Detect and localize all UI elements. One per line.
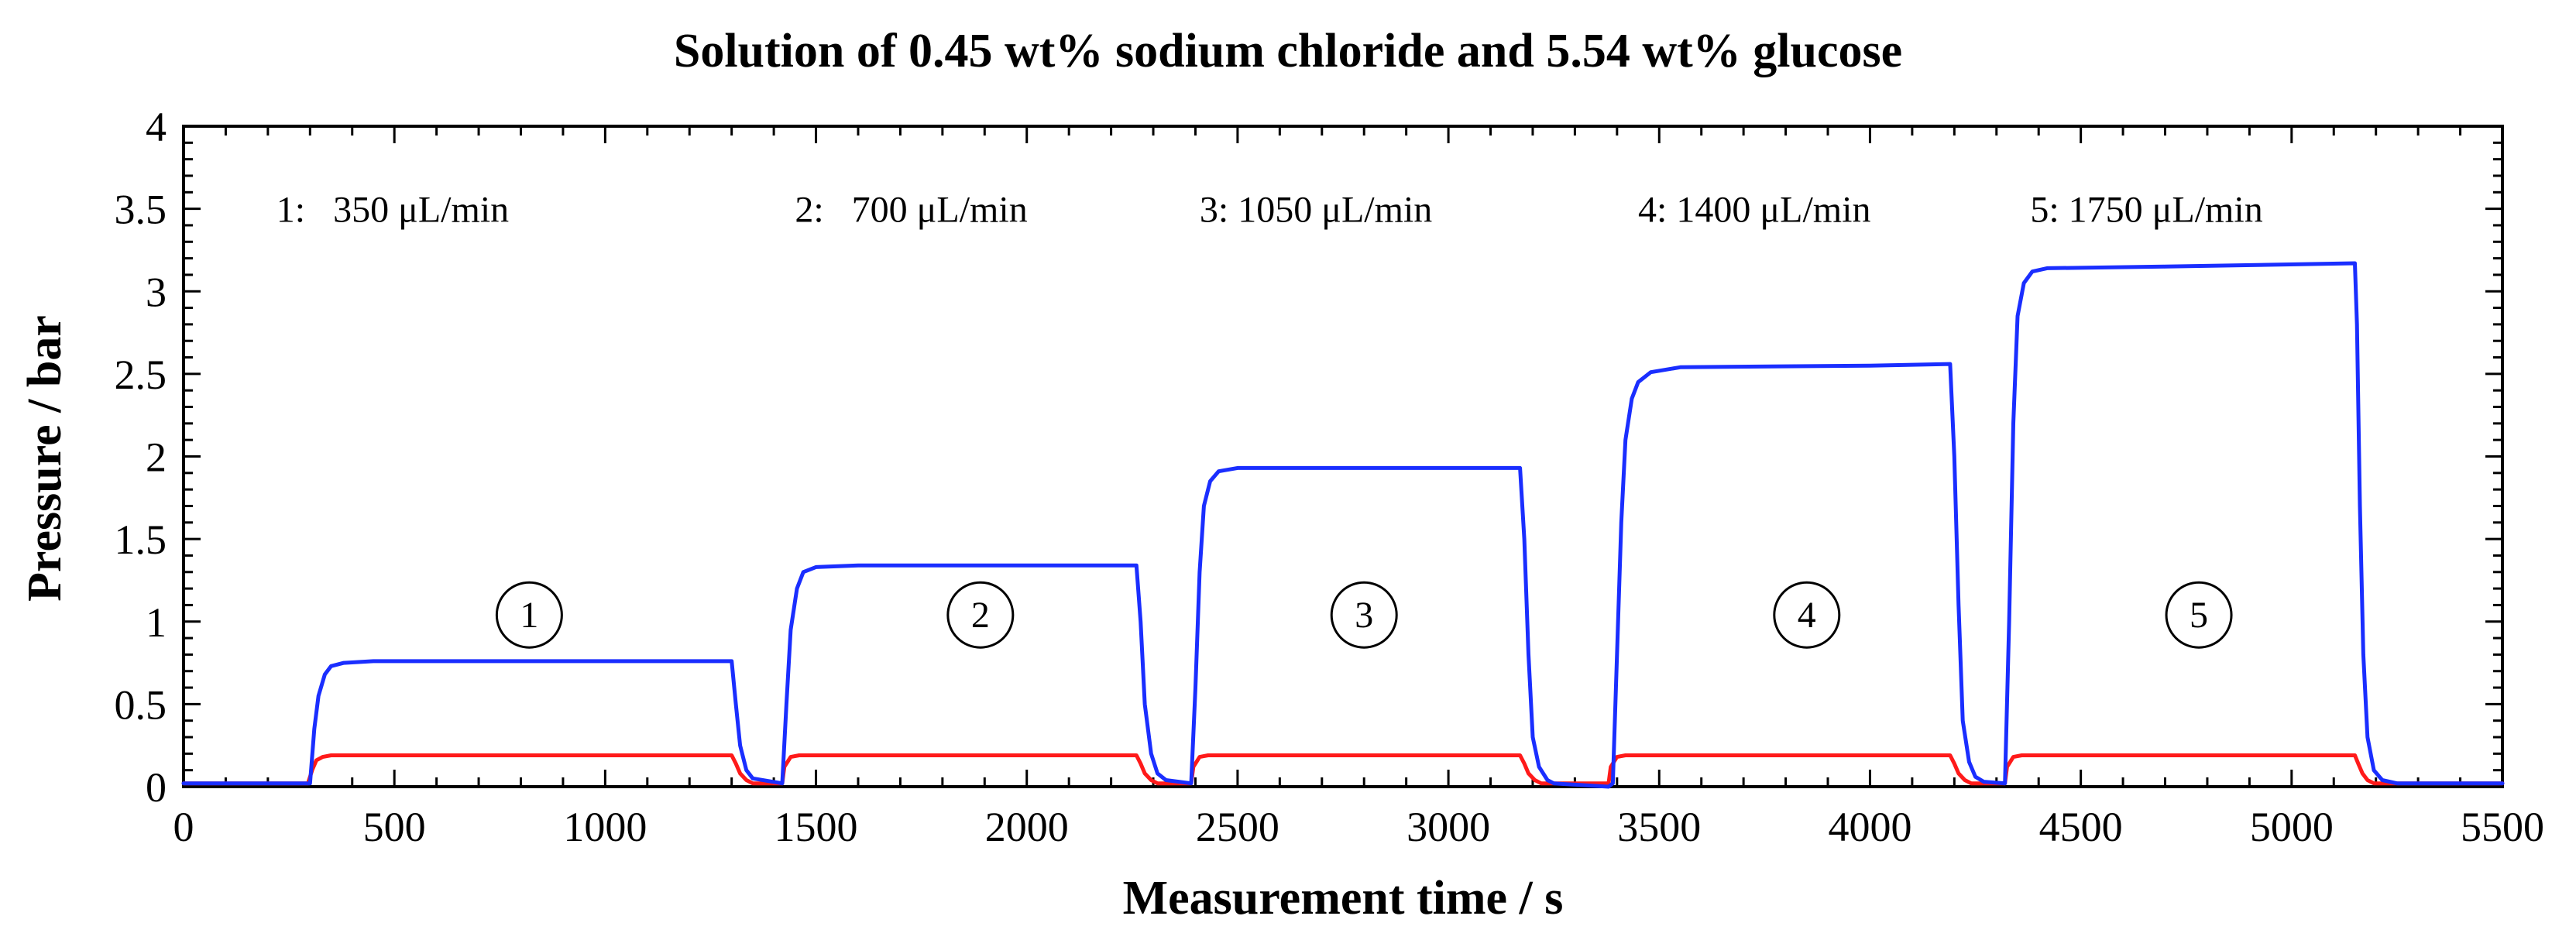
section-marker-circle [495, 581, 563, 649]
section-marker: 2 [946, 581, 1015, 649]
section-marker-number: 4 [1798, 595, 1816, 636]
x-tick-label: 1500 [775, 804, 858, 850]
y-tick-label: 0.5 [115, 681, 167, 728]
series-line-red [181, 753, 2505, 786]
y-tick-label: 3.5 [115, 187, 167, 233]
x-tick-label: 3500 [1617, 804, 1701, 850]
series-line-blue [181, 261, 2505, 789]
chart-title: Solution of 0.45 wt% sodium chloride and… [674, 25, 1902, 77]
flow-rate-annotation: 1: 350 μL/min [276, 190, 509, 231]
section-marker: 5 [2165, 581, 2233, 649]
y-tick-label: 1.5 [115, 516, 167, 563]
section-marker-circle [1330, 581, 1398, 649]
x-tick-label: 4000 [1828, 804, 1911, 850]
flow-rate-annotation: 2: 700 μL/min [795, 190, 1027, 231]
x-tick-label: 4500 [2039, 804, 2123, 850]
series-lines [181, 261, 2505, 789]
flow-rate-annotation: 4: 1400 μL/min [1638, 190, 1870, 231]
y-tick-label: 0 [146, 764, 167, 811]
y-tick-label: 2.5 [115, 352, 167, 398]
x-tick-label: 5500 [2461, 804, 2544, 850]
section-marker-number: 3 [1355, 595, 1373, 636]
y-axis-label: Pressure / bar [19, 315, 71, 602]
section-marker: 3 [1330, 581, 1398, 649]
section-marker-number: 2 [971, 595, 990, 636]
tick-labels: 0 500 1000 1500 2000 2500 3000 3500 4000 4500 5000… [115, 104, 2545, 850]
section-marker-circle [2165, 581, 2233, 649]
y-tick-label: 4 [146, 104, 167, 150]
section-marker: 4 [1773, 581, 1841, 649]
section-marker-number: 5 [2190, 595, 2208, 636]
annotations: 1: 350 μL/min 2: 700 μL/min 3: 1050 μL/min… [276, 190, 2263, 649]
section-marker-number: 1 [520, 595, 538, 636]
flow-rate-annotation: 3: 1050 μL/min [1200, 190, 1432, 231]
y-tick-label: 2 [146, 434, 167, 481]
x-axis-label: Measurement time / s [1123, 872, 1564, 925]
x-tick-label: 1000 [563, 804, 647, 850]
section-marker-circle [946, 581, 1015, 649]
x-tick-label: 5000 [2250, 804, 2334, 850]
section-marker: 1 [495, 581, 563, 649]
x-tick-label: 2000 [985, 804, 1069, 850]
x-tick-label: 2500 [1196, 804, 1279, 850]
x-tick-label: 0 [173, 804, 194, 850]
flow-rate-annotation: 5: 1750 μL/min [2030, 190, 2262, 231]
tick-marks [182, 125, 2504, 788]
y-tick-label: 3 [146, 269, 167, 315]
x-tick-label: 3000 [1406, 804, 1490, 850]
x-tick-label: 500 [363, 804, 426, 850]
plot-area: 1: 350 μL/min 2: 700 μL/min 3: 1050 μL/min… [181, 125, 2505, 789]
section-marker-circle [1773, 581, 1841, 649]
y-tick-label: 1 [146, 599, 167, 646]
